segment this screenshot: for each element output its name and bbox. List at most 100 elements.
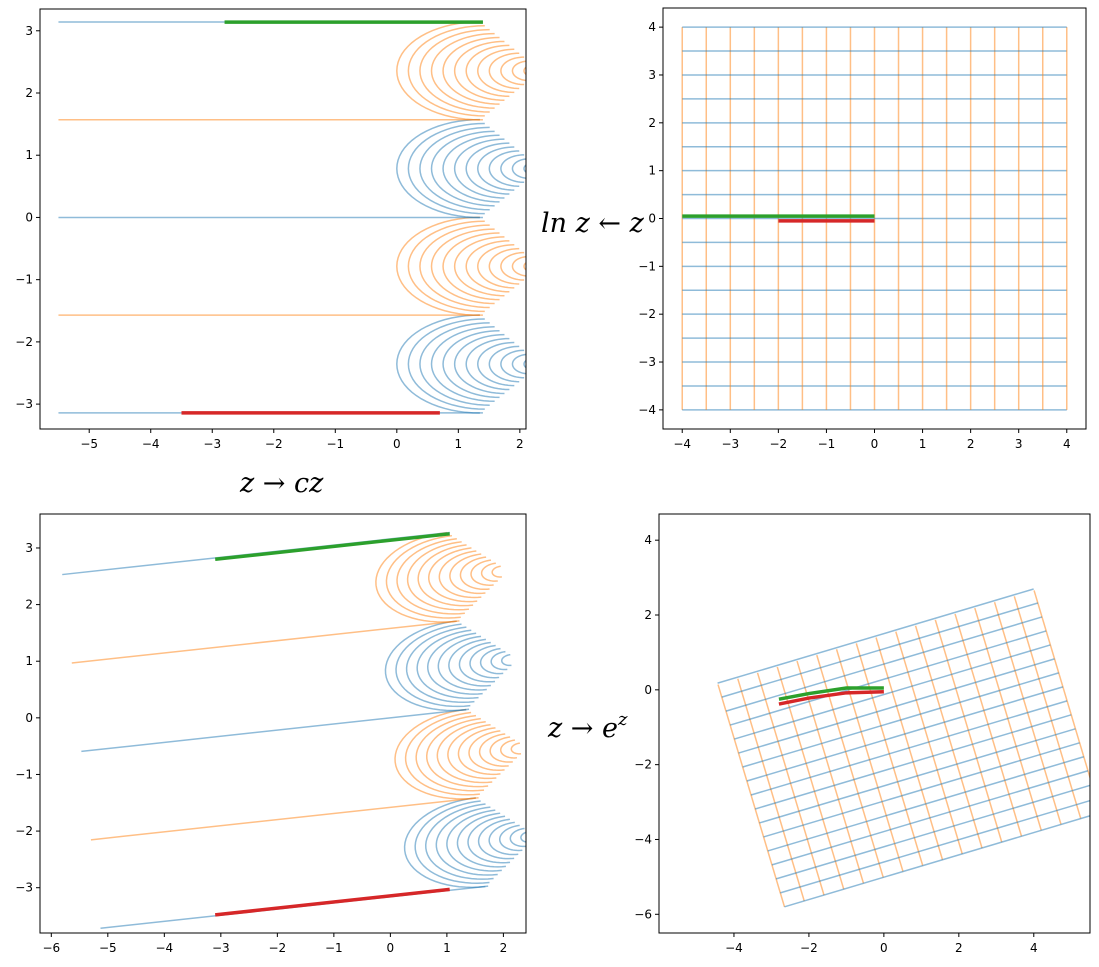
grid-line	[453, 333, 505, 395]
grid-line	[396, 538, 465, 615]
grid-line	[500, 349, 525, 379]
plot-top-left: −5 −4 −3 −2 −1 0 1 2 −3 −2 −1 0 1 2 3	[15, 8, 527, 451]
x-tick-label: −2	[265, 437, 283, 451]
label-exp-base: z → e	[547, 713, 618, 744]
x-tick-label: 1	[455, 437, 463, 451]
x-tick-label: −6	[42, 941, 60, 955]
grid-line	[734, 644, 1051, 740]
y-tick-label: 1	[648, 164, 656, 178]
x-tick-label: −4	[673, 437, 691, 451]
grid-line	[446, 809, 502, 872]
grid-line	[385, 534, 461, 619]
x-tick-label: 4	[1030, 941, 1038, 955]
y-tick-label: 3	[648, 68, 656, 82]
y-tick-label: 0	[644, 683, 652, 697]
y-tick-label: 2	[644, 608, 652, 622]
grid-line	[489, 736, 513, 763]
x-tick-label: 2	[967, 437, 975, 451]
grid-line	[477, 146, 515, 191]
x-tick-label: 0	[387, 941, 395, 955]
grid-line	[465, 142, 510, 195]
grid-line	[425, 717, 489, 788]
grid-line	[498, 824, 523, 852]
y-tick-label: 1	[25, 148, 33, 162]
y-tick-label: −6	[634, 907, 652, 921]
x-tick-label: 3	[1015, 437, 1023, 451]
grid-line	[436, 720, 493, 784]
x-tick-label: 0	[871, 437, 879, 451]
grid-line	[480, 562, 498, 582]
series-red	[778, 689, 884, 706]
x-tick-label: 0	[880, 941, 888, 955]
grid-line	[491, 565, 502, 578]
grid-line	[430, 326, 495, 403]
y-tick-label: −2	[15, 824, 33, 838]
grid-line	[438, 550, 482, 599]
grid-line	[453, 40, 505, 101]
grid-line	[396, 314, 480, 414]
y-tick-label: 3	[25, 541, 33, 555]
grid-line	[458, 641, 496, 683]
grid-line	[416, 629, 479, 699]
x-tick-label: −5	[99, 941, 117, 955]
grid-line	[417, 544, 474, 607]
y-tick-label: 4	[644, 533, 652, 547]
grid-line	[448, 638, 491, 687]
grid-line	[511, 60, 526, 82]
x-tick-label: −1	[326, 437, 344, 451]
grid-line	[456, 812, 506, 868]
grid-bottom-left	[62, 531, 526, 929]
x-tick-label: −2	[268, 941, 286, 955]
grid-line	[394, 708, 476, 800]
y-tick-label: −2	[15, 335, 33, 349]
grid-line	[467, 815, 511, 864]
y-tick-label: −3	[15, 397, 33, 411]
x-tick-label: −1	[818, 437, 836, 451]
y-tick-label: −3	[638, 355, 656, 369]
grid-line	[771, 770, 1089, 866]
x-tick-label: −3	[721, 437, 739, 451]
grid-line	[511, 158, 526, 179]
y-tick-label: −1	[638, 259, 656, 273]
x-tick-label: −4	[142, 437, 160, 451]
grid-line	[490, 650, 508, 671]
x-tick-label: 2	[500, 941, 508, 955]
x-tick-label: −3	[212, 941, 230, 955]
y-tick-label: 0	[25, 711, 33, 725]
y-tick-label: 2	[25, 598, 33, 612]
y-tick-label: −3	[15, 881, 33, 895]
label-exp: z → ez	[547, 709, 628, 744]
y-tick-label: −4	[634, 832, 652, 846]
grid-line	[419, 28, 490, 113]
grid-top-left	[58, 20, 526, 415]
grid-line	[415, 714, 485, 792]
y-tick-label: −2	[638, 307, 656, 321]
grid-line	[523, 261, 526, 271]
y-tick-label: −2	[634, 758, 652, 772]
grid-line	[775, 784, 1090, 880]
x-tick-label: −4	[155, 941, 173, 955]
grid-line	[419, 322, 490, 406]
grid-line	[407, 25, 485, 117]
grid-line	[501, 653, 512, 667]
grid-line	[395, 623, 471, 708]
grid-line	[511, 255, 526, 277]
x-tick-label: −1	[325, 941, 343, 955]
grid-line	[742, 672, 1059, 768]
grid-line	[780, 799, 1090, 894]
y-tick-label: 2	[25, 86, 33, 100]
grid-line	[488, 345, 520, 383]
grid-line	[406, 541, 470, 611]
grid-line	[729, 630, 1047, 726]
grid-line	[430, 130, 495, 207]
grid-line	[430, 228, 495, 305]
grid-line	[442, 232, 500, 301]
y-tick-label: 4	[648, 20, 656, 34]
grid-line	[396, 21, 480, 121]
grid-line	[71, 620, 460, 664]
grid-line	[419, 224, 490, 309]
grid-line	[81, 708, 470, 753]
grid-bottom-right	[717, 588, 1090, 908]
y-tick-label: 3	[25, 24, 33, 38]
grid-line	[442, 329, 500, 399]
